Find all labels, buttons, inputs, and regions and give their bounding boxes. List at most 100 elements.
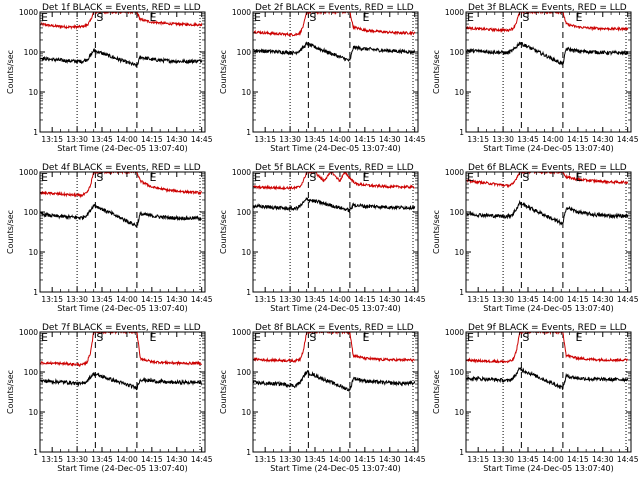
plot-frame — [39, 331, 206, 453]
y-tick-label: 1000 — [232, 8, 251, 17]
y-tick-label: 1 — [459, 448, 464, 457]
y-axis-title: Counts/sec — [432, 210, 441, 254]
x-axis-title: Start Time (24-Dec-05 13:07:40) — [483, 144, 614, 153]
x-tick-label: 13:45 — [517, 295, 539, 304]
marker-label-e: E — [363, 171, 370, 184]
x-tick-label: 14:00 — [329, 295, 351, 304]
plot-frame — [465, 171, 632, 293]
x-tick-label: 14:45 — [404, 295, 426, 304]
y-tick-label: 1 — [33, 288, 38, 297]
panel-title: Det 7f BLACK = Events, RED = LLD — [42, 323, 201, 333]
x-tick-label: 13:30 — [279, 135, 301, 144]
y-tick-label: 10 — [454, 408, 464, 417]
x-tick-label: 14:00 — [329, 455, 351, 464]
x-tick-label: 13:30 — [492, 135, 514, 144]
series-line-events — [40, 48, 203, 67]
y-tick-label: 1000 — [232, 168, 251, 177]
x-axis-title: Start Time (24-Dec-05 13:07:40) — [483, 304, 614, 313]
x-tick-label: 14:15 — [567, 295, 589, 304]
marker-label-e: E — [41, 171, 48, 184]
x-tick-label: 14:30 — [592, 135, 614, 144]
x-tick-label: 13:45 — [517, 135, 539, 144]
x-tick-label: 14:30 — [592, 295, 614, 304]
y-tick-label: 10 — [28, 88, 38, 97]
x-axis-title: Start Time (24-Dec-05 13:07:40) — [57, 304, 188, 313]
marker-label-e: E — [576, 331, 583, 344]
marker-label-e: E — [467, 171, 474, 184]
x-tick-label: 14:45 — [191, 135, 213, 144]
x-tick-label: 14:45 — [617, 455, 639, 464]
y-tick-label: 1 — [33, 448, 38, 457]
series-line-lld — [466, 332, 629, 364]
x-tick-label: 14:30 — [166, 295, 188, 304]
y-tick-label: 10 — [454, 248, 464, 257]
marker-label-s: S — [96, 171, 103, 184]
y-tick-label: 1 — [246, 288, 251, 297]
x-tick-label: 14:00 — [116, 455, 138, 464]
marker-label-s: S — [522, 331, 529, 344]
y-tick-label: 1 — [459, 128, 464, 137]
marker-label-e: E — [41, 331, 48, 344]
y-tick-label: 10 — [241, 248, 251, 257]
marker-label-s: S — [96, 331, 103, 344]
series-line-lld — [40, 12, 203, 30]
x-tick-label: 14:45 — [191, 455, 213, 464]
x-tick-label: 13:15 — [467, 455, 489, 464]
marker-label-s: S — [309, 331, 316, 344]
panel-title: Det 2f BLACK = Events, RED = LLD — [255, 3, 414, 13]
x-tick-label: 14:45 — [404, 135, 426, 144]
y-tick-label: 1000 — [19, 8, 38, 17]
y-tick-label: 1000 — [445, 168, 464, 177]
panel-title: Det 8f BLACK = Events, RED = LLD — [255, 323, 414, 333]
x-tick-label: 14:00 — [542, 455, 564, 464]
plot-frame — [252, 11, 419, 133]
series-line-lld — [253, 332, 415, 364]
x-tick-label: 14:15 — [567, 455, 589, 464]
x-tick-label: 14:15 — [141, 295, 163, 304]
panel-title: Det 3f BLACK = Events, RED = LLD — [468, 3, 627, 13]
x-tick-label: 14:00 — [542, 135, 564, 144]
plot-frame — [465, 331, 632, 453]
x-tick-label: 14:00 — [116, 295, 138, 304]
x-tick-label: 13:15 — [41, 455, 63, 464]
marker-label-s: S — [309, 171, 316, 184]
series-line-events — [40, 204, 202, 228]
y-tick-label: 10 — [241, 88, 251, 97]
y-tick-label: 100 — [450, 368, 465, 377]
y-axis-title: Counts/sec — [6, 50, 15, 94]
x-tick-label: 14:30 — [592, 455, 614, 464]
series-line-events — [253, 197, 416, 214]
series-line-lld — [40, 172, 203, 199]
series-line-events — [466, 41, 629, 66]
x-axis-title: Start Time (24-Dec-05 13:07:40) — [57, 144, 188, 153]
y-tick-label: 1 — [33, 128, 38, 137]
x-tick-label: 14:45 — [617, 135, 639, 144]
marker-label-s: S — [96, 11, 103, 24]
x-axis-title: Start Time (24-Dec-05 13:07:40) — [270, 304, 401, 313]
x-axis-title: Start Time (24-Dec-05 13:07:40) — [270, 464, 401, 473]
panel-title: Det 6f BLACK = Events, RED = LLD — [468, 163, 627, 173]
x-tick-label: 13:45 — [91, 135, 113, 144]
marker-label-e: E — [150, 331, 157, 344]
plot-frame — [465, 11, 632, 133]
x-axis-title: Start Time (24-Dec-05 13:07:40) — [270, 144, 401, 153]
x-tick-label: 14:30 — [379, 135, 401, 144]
x-tick-label: 14:15 — [354, 135, 376, 144]
x-tick-label: 13:30 — [279, 455, 301, 464]
marker-label-e: E — [254, 171, 261, 184]
series-line-events — [466, 367, 629, 391]
x-tick-label: 13:30 — [279, 295, 301, 304]
y-tick-label: 100 — [450, 48, 465, 57]
y-tick-label: 10 — [28, 408, 38, 417]
x-tick-label: 14:00 — [116, 135, 138, 144]
panel-title: Det 4f BLACK = Events, RED = LLD — [42, 163, 201, 173]
plot-frame — [39, 11, 206, 133]
y-axis-title: Counts/sec — [219, 50, 228, 94]
x-tick-label: 13:15 — [41, 135, 63, 144]
y-tick-label: 100 — [24, 208, 39, 217]
x-tick-label: 13:30 — [66, 455, 88, 464]
